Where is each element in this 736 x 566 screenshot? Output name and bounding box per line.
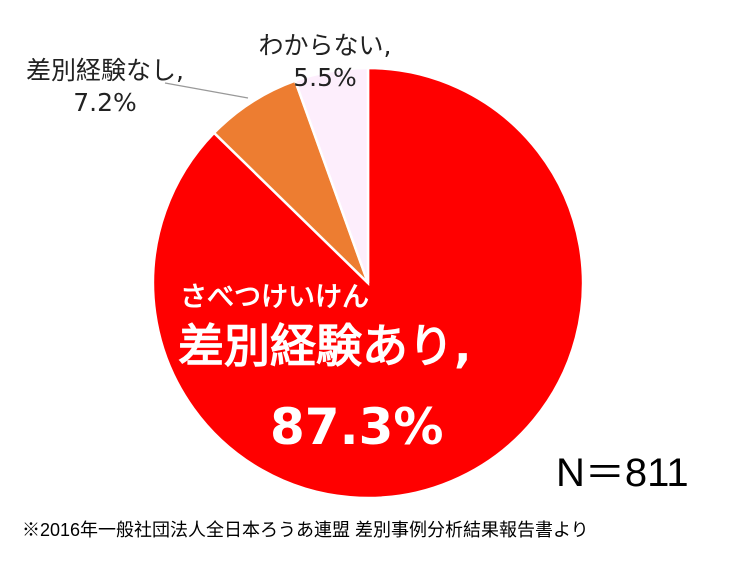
value-experience: 87.3% [270,398,444,456]
pie-slice-2 [293,66,370,284]
source-note: ※2016年一般社団法人全日本ろうあ連盟 差別事例分析結果報告書より [22,520,589,540]
label-unknown: わからない, 5.5% [258,31,392,92]
label-experience: 差別経験あり, [178,319,472,373]
leader-line [164,82,249,99]
label-ruby: さべつけいけん [180,282,369,313]
sample-size: N＝811 [556,451,689,495]
label-no-experience: 差別経験なし, 7.2% [26,56,184,117]
